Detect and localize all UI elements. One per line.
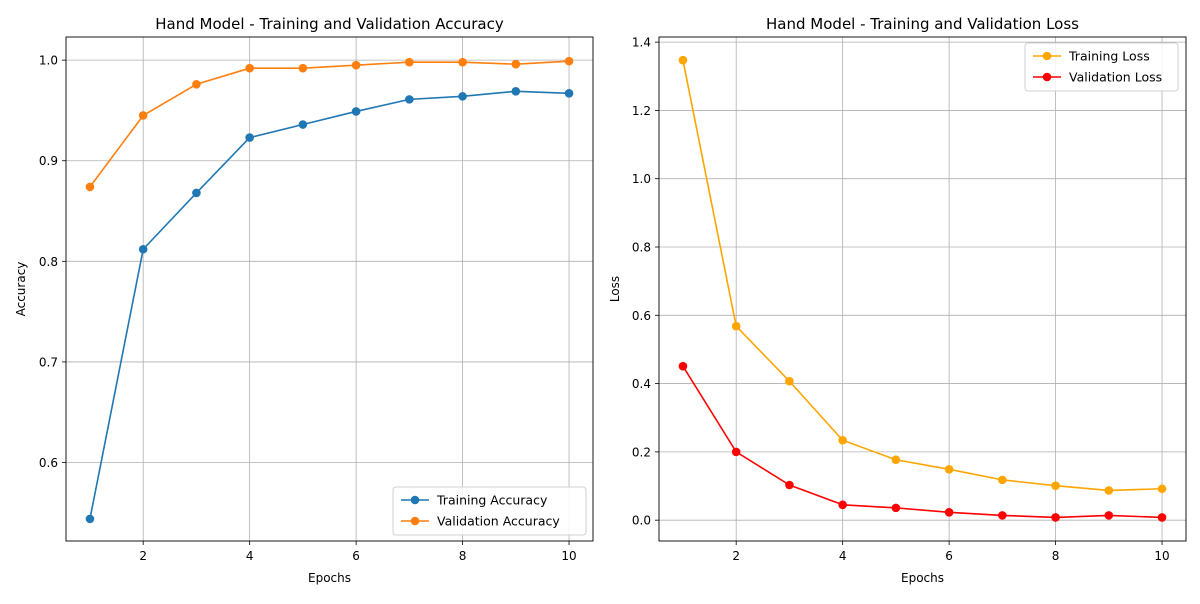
x-tick-label: 4 xyxy=(839,549,847,563)
x-tick-label: 2 xyxy=(732,549,740,563)
y-tick-label: 1.2 xyxy=(632,104,651,118)
data-point xyxy=(351,60,361,70)
chart-title: Hand Model - Training and Validation Acc… xyxy=(155,15,504,33)
data-point xyxy=(85,182,95,192)
data-point xyxy=(138,111,148,120)
x-tick-label: 10 xyxy=(1154,549,1169,563)
x-tick-label: 8 xyxy=(1052,549,1060,563)
chart-panel-1: 2 4 6 8 10 0.6 0.7 0.8 0.9 1.0 Hand Model - Traini… xyxy=(14,15,594,585)
x-axis-label: Epochs xyxy=(901,571,944,585)
data-point xyxy=(838,435,847,445)
chart-title: Hand Model - Training and Validation Los… xyxy=(766,15,1079,33)
data-point xyxy=(192,188,201,198)
data-point xyxy=(678,55,688,65)
legend-label: Validation Accuracy xyxy=(437,514,560,529)
data-point xyxy=(511,59,521,69)
x-tick-label: 6 xyxy=(945,549,953,563)
data-point xyxy=(511,87,521,96)
data-point xyxy=(351,107,361,116)
legend-label: Validation Loss xyxy=(1069,70,1162,85)
y-tick-label: 0.8 xyxy=(632,241,651,255)
y-tick-label: 0.4 xyxy=(632,377,651,391)
data-point xyxy=(1157,513,1167,522)
series-line-1 xyxy=(89,90,570,520)
y-tick-label: 1.4 xyxy=(632,36,651,50)
y-tick-label: 0.0 xyxy=(632,514,651,528)
data-point xyxy=(138,244,148,254)
data-point xyxy=(245,63,254,73)
legend-swatch-marker xyxy=(410,495,420,505)
data-point xyxy=(785,480,794,490)
y-tick-label: 1.0 xyxy=(39,54,58,68)
legend-swatch-marker xyxy=(1042,51,1052,61)
data-point xyxy=(564,89,574,98)
x-tick-label: 10 xyxy=(561,549,576,563)
legend-label: Training Loss xyxy=(1068,49,1150,64)
data-point xyxy=(245,133,254,142)
y-axis-label: Loss xyxy=(608,276,622,302)
data-point xyxy=(1051,481,1060,490)
data-point xyxy=(298,63,308,73)
legend: Training Accuracy Validation Accuracy xyxy=(392,486,587,536)
data-point xyxy=(1104,486,1114,495)
data-point xyxy=(944,508,954,517)
data-point xyxy=(1157,484,1167,494)
y-tick-label: 0.6 xyxy=(39,456,58,470)
data-point xyxy=(678,361,688,371)
data-point xyxy=(458,57,467,67)
data-point xyxy=(731,321,741,331)
legend-swatch-marker xyxy=(1042,72,1052,82)
data-point xyxy=(731,447,741,457)
series-line-2 xyxy=(682,365,1163,519)
series-line-1 xyxy=(682,60,1163,492)
data-point xyxy=(405,57,414,67)
legend-box xyxy=(392,486,587,536)
x-axis-label: Epochs xyxy=(308,571,351,585)
data-point xyxy=(192,79,201,89)
data-point xyxy=(944,464,954,474)
x-tick-label: 2 xyxy=(139,549,147,563)
x-tick-label: 8 xyxy=(459,549,467,563)
legend: Training Loss Validation Loss xyxy=(1024,42,1179,92)
x-tick-label: 4 xyxy=(246,549,254,563)
data-point xyxy=(1051,513,1060,522)
y-axis-label: Accuracy xyxy=(14,262,28,317)
data-point xyxy=(891,503,901,513)
data-point xyxy=(838,500,847,510)
data-point xyxy=(998,475,1007,485)
x-tick-label: 6 xyxy=(352,549,360,563)
data-point xyxy=(405,95,414,104)
plot-frame xyxy=(658,36,1187,542)
data-point xyxy=(298,120,308,129)
y-tick-label: 0.8 xyxy=(39,255,58,269)
y-tick-label: 0.9 xyxy=(39,154,58,168)
plot-frame xyxy=(65,36,594,542)
chart-panel-2: 2 4 6 8 10 0.0 0.2 0.4 0.6 0.8 1.0 1.2 1.4 Hand Model… xyxy=(608,15,1187,585)
data-point xyxy=(998,511,1007,520)
series-line-2 xyxy=(89,60,570,188)
legend-box xyxy=(1024,42,1179,92)
y-tick-label: 0.2 xyxy=(632,445,651,459)
data-point xyxy=(891,455,901,465)
data-point xyxy=(785,376,794,386)
data-point xyxy=(564,56,574,66)
y-tick-label: 0.6 xyxy=(632,309,651,323)
legend-swatch-marker xyxy=(410,516,420,526)
legend-label: Training Accuracy xyxy=(436,493,548,508)
data-point xyxy=(1104,511,1114,520)
data-point xyxy=(85,514,95,524)
y-tick-label: 0.7 xyxy=(39,355,58,369)
y-tick-label: 1.0 xyxy=(632,172,651,186)
data-point xyxy=(458,92,467,101)
